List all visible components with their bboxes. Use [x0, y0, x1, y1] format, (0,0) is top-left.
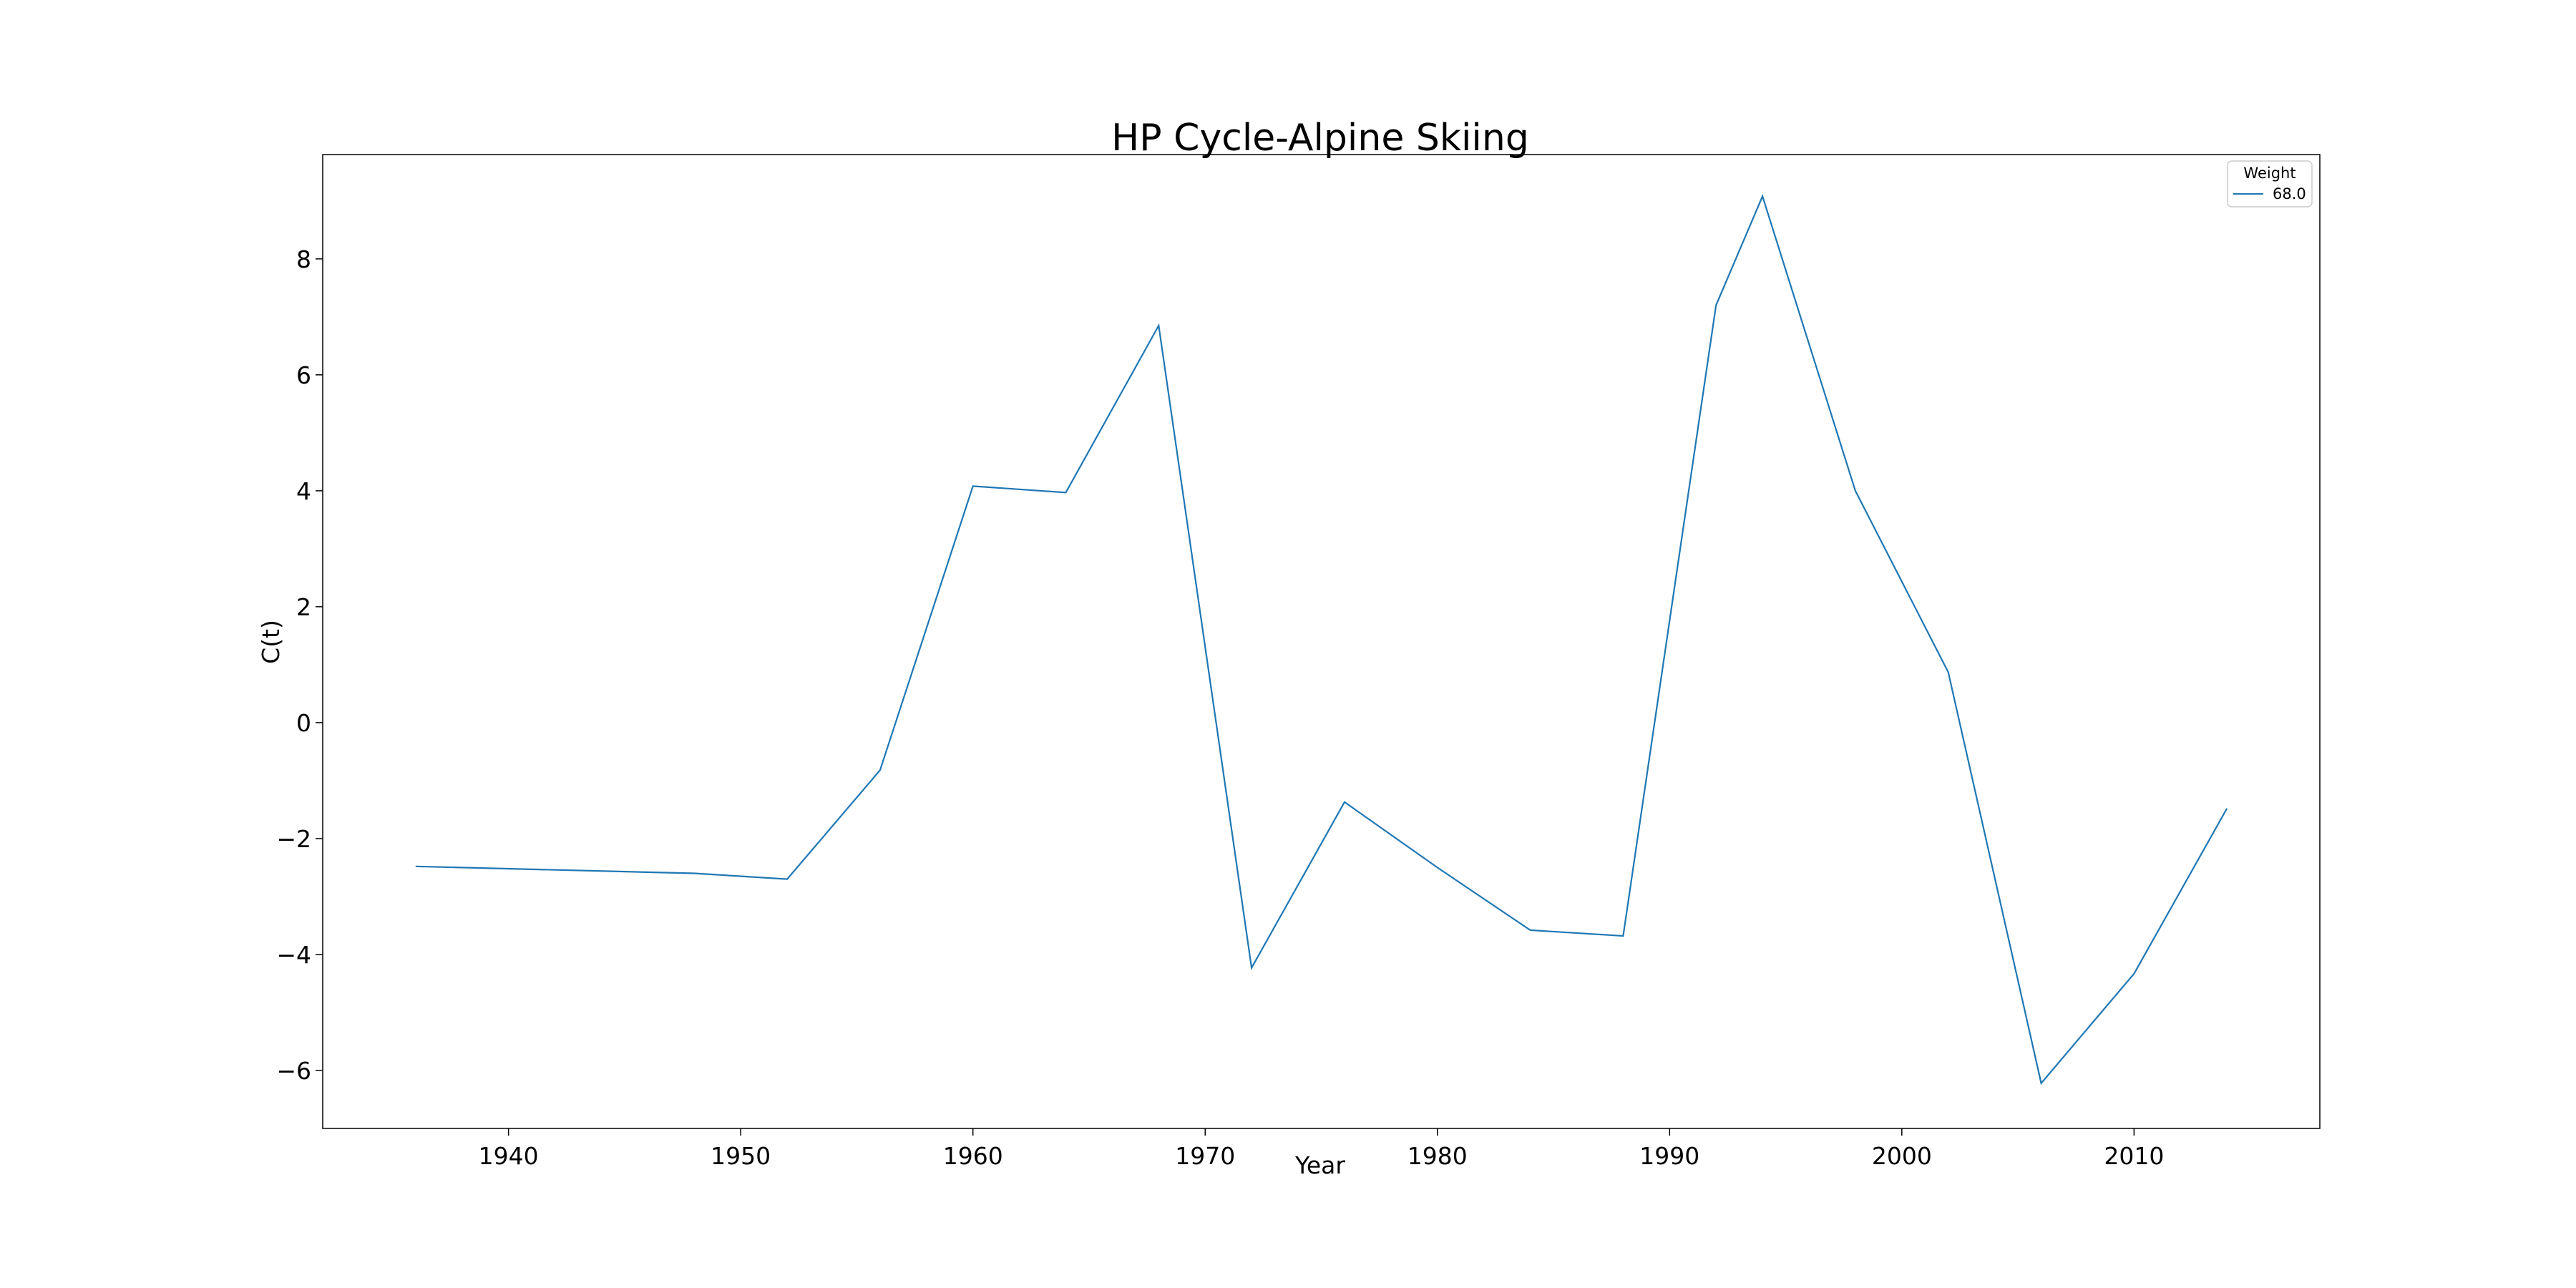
y-tick-label: −6 [276, 1057, 311, 1085]
y-axis: −6 −4 −2 0 2 4 6 8 [276, 245, 323, 1085]
x-tick-label: 1950 [711, 1142, 771, 1170]
plot-area-frame [322, 154, 2321, 1129]
legend-series-label: 68.0 [2273, 185, 2306, 203]
series-layer [415, 194, 2228, 1085]
x-tick-label: 1960 [943, 1142, 1003, 1170]
y-tick-label: 4 [296, 477, 311, 505]
legend-title: Weight [2243, 165, 2296, 182]
legend: Weight 68.0 [2227, 160, 2313, 208]
chart-title: HP Cycle-Alpine Skiing [1111, 117, 1529, 160]
legend-box [2227, 160, 2313, 208]
y-tick-label: 0 [296, 709, 311, 737]
x-axis-label: Year [1294, 1151, 1345, 1179]
x-tick-label: 1990 [1639, 1142, 1699, 1170]
y-tick-label: 8 [296, 245, 311, 273]
x-axis: 1940 1950 1960 1970 1980 1990 2000 2010 [479, 1128, 2164, 1170]
series-line [415, 194, 2228, 1085]
x-tick-label: 1980 [1407, 1142, 1468, 1170]
x-tick-label: 2010 [2104, 1142, 2164, 1170]
x-tick-label: 2000 [1872, 1142, 1932, 1170]
y-axis-label: C(t) [257, 620, 285, 664]
y-tick-label: −2 [276, 825, 311, 853]
y-tick-label: 2 [296, 593, 311, 621]
y-tick-label: −4 [276, 941, 311, 969]
y-tick-label: 6 [296, 361, 311, 389]
x-tick-label: 1970 [1175, 1142, 1235, 1170]
x-tick-label: 1940 [479, 1142, 539, 1170]
